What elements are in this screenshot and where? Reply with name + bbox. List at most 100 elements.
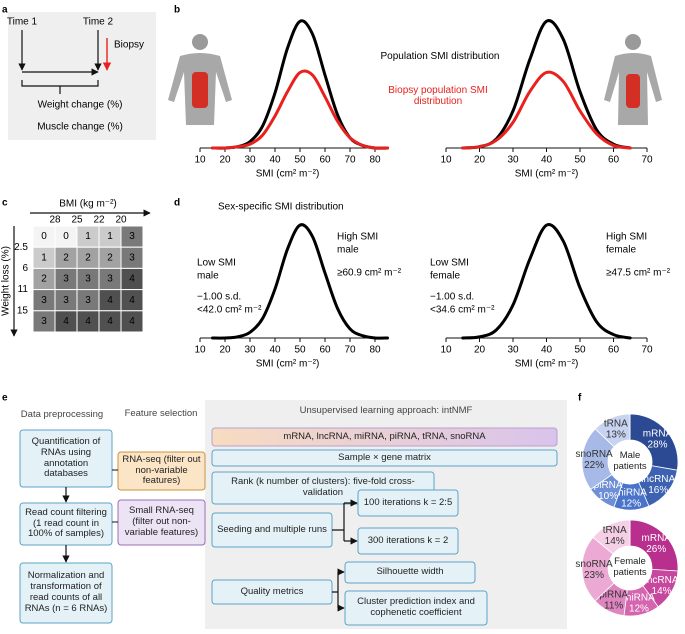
segment-value: 11% <box>604 601 623 612</box>
segment-name: piRNA <box>599 590 628 601</box>
step-box-text: Rank (k number of clusters): five-fold c… <box>231 476 415 498</box>
annotation: female <box>430 271 460 282</box>
segment-value: 14% <box>605 536 625 547</box>
segment-name: mRNA <box>643 428 673 439</box>
segment-value: 10% <box>598 491 618 502</box>
bracket <box>21 80 99 94</box>
segment-name: snoRNA <box>575 559 613 570</box>
segment-value: 12% <box>629 604 649 615</box>
row-label: 2.5 <box>14 242 28 253</box>
segment-name: miRNA <box>615 488 647 499</box>
x-tick-label: 10 <box>194 155 206 166</box>
cell-value: 4 <box>107 295 113 306</box>
series-label: Biopsy population SMI distribution <box>388 84 488 108</box>
cell-value: 1 <box>85 231 91 242</box>
cell-value: 0 <box>41 231 47 242</box>
cell-value: 3 <box>63 295 69 306</box>
donut-segment <box>594 413 631 448</box>
annotation: male <box>337 245 359 256</box>
row-label: 15 <box>17 305 29 316</box>
x-tick-label: 30 <box>244 155 256 166</box>
x-tick-label: 10 <box>440 155 452 166</box>
cell-value: 3 <box>63 274 69 285</box>
axis-label: BMI (kg m⁻²) <box>59 199 117 210</box>
x-tick-label: 30 <box>507 155 519 166</box>
female-figure <box>604 34 662 125</box>
connector <box>332 503 345 541</box>
cell-value: 3 <box>85 274 91 285</box>
distribution-curve <box>211 223 389 340</box>
cell-value: 4 <box>129 274 135 285</box>
cell-value: 4 <box>129 316 135 327</box>
process-box-text: Read count filtering (1 read count in 10… <box>25 506 107 540</box>
cell-value: 4 <box>63 316 69 327</box>
x-tick-label: 20 <box>474 155 486 166</box>
segment-value: 16% <box>648 485 668 496</box>
x-tick-label: 50 <box>574 345 586 356</box>
x-tick-label: 70 <box>641 155 653 166</box>
donut-segment <box>592 519 631 555</box>
x-tick-label: 50 <box>294 155 306 166</box>
x-tick-label: 70 <box>344 345 356 356</box>
x-tick-label: 60 <box>608 155 620 166</box>
step-box-text: Sample × gene matrix <box>338 451 431 463</box>
outcome-label: Muscle change (%) <box>37 122 123 133</box>
process-box-text: Quantification of RNAs using annotation … <box>31 435 101 480</box>
segment-value: 22% <box>584 460 604 471</box>
x-tick-label: 60 <box>319 155 331 166</box>
cell-value: 3 <box>129 252 135 263</box>
x-tick-label: 50 <box>574 155 586 166</box>
panel-letter: e <box>2 393 8 404</box>
cell-value: 2 <box>85 252 91 263</box>
x-tick-label: 40 <box>541 155 553 166</box>
segment-name: miRNA <box>623 593 655 604</box>
annotation: −1.00 s.d. <box>430 292 474 303</box>
column-label: 22 <box>93 215 105 226</box>
x-tick-label: 10 <box>194 345 206 356</box>
feature-box <box>117 451 206 491</box>
x-tick-label: 80 <box>369 155 381 166</box>
x-tick-label: 40 <box>269 345 281 356</box>
cell-value: 4 <box>129 295 135 306</box>
chart-title: Sex-specific SMI distribution <box>218 202 344 213</box>
panel-letter: d <box>174 198 180 209</box>
cell-value: 4 <box>107 316 113 327</box>
segment-name: lncRNA <box>645 575 679 586</box>
column-header: Feature selection <box>124 407 198 419</box>
cell-value: 0 <box>63 231 69 242</box>
x-tick-label: 20 <box>219 345 231 356</box>
annotation: <42.0 cm² m⁻² <box>197 305 262 316</box>
annotation: High SMI <box>606 232 647 243</box>
segment-name: mRNA <box>642 533 672 544</box>
segment-name: lncRNA <box>641 474 675 485</box>
distribution-curve <box>211 69 389 150</box>
cell-value: 1 <box>107 231 113 242</box>
segment-value: 12% <box>621 499 641 510</box>
step-box-text: 300 iterations k = 2 <box>367 534 449 546</box>
step-box-text: Silhouette width <box>376 566 444 578</box>
step-box-text: Quality metrics <box>240 585 304 597</box>
annotation: High SMI <box>337 232 378 243</box>
biopsy-label: Biopsy <box>114 40 144 51</box>
segment-name: snoRNA <box>575 449 613 460</box>
cell-value: 3 <box>107 274 113 285</box>
x-tick-label: 80 <box>369 345 381 356</box>
x-axis-label: SMI (cm² m⁻²) <box>256 169 320 180</box>
segment-value: 23% <box>584 570 604 581</box>
step-box <box>357 489 459 517</box>
panel-letter: b <box>174 5 180 16</box>
segment-name: tRNA <box>604 419 628 430</box>
column-label: 25 <box>71 215 83 226</box>
panel-letter: a <box>2 5 8 16</box>
step-box <box>344 590 488 626</box>
step-box-text: mRNA, lncRNA, miRNA, piRNA, tRNA, snoRNA <box>283 430 486 442</box>
x-tick-label: 20 <box>474 345 486 356</box>
annotation: female <box>606 245 636 256</box>
cell-value: 4 <box>85 316 91 327</box>
row-label: 6 <box>22 263 28 274</box>
annotation: ≥60.9 cm² m⁻² <box>337 268 402 279</box>
time-label: Time 1 <box>7 17 38 28</box>
annotation: −1.00 s.d. <box>197 292 241 303</box>
cell-value: 3 <box>129 231 135 242</box>
